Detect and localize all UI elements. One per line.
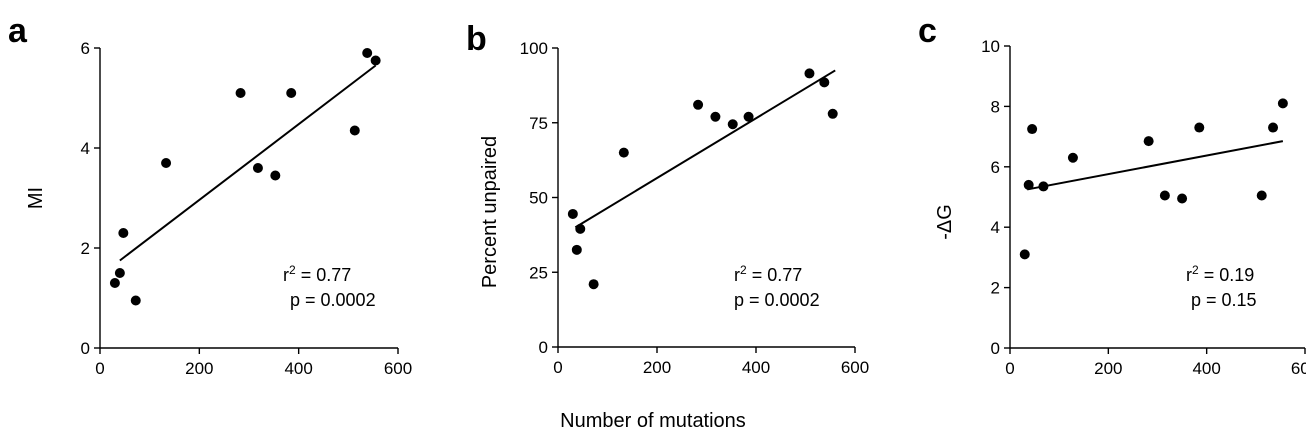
data-point-b (727, 119, 738, 130)
data-point-c (1194, 122, 1205, 133)
y-axis-label-a: MI (25, 187, 47, 209)
data-point-a (118, 228, 129, 238)
y-tick-label-c: 2 (991, 279, 1000, 298)
data-point-a (252, 163, 263, 173)
y-tick-label-c: 8 (991, 97, 1000, 116)
data-point-c (1143, 136, 1154, 147)
x-tick-label-b: 400 (742, 358, 770, 377)
p-value-label-a: p = 0.0002 (290, 290, 376, 310)
data-point-a (235, 88, 246, 98)
r-squared-label-c: r2 = 0.19 (1186, 263, 1254, 285)
y-axis-label-c: -ΔG (934, 204, 956, 240)
data-point-a (114, 268, 125, 278)
panel-a: a MI 0 2 4 6 0 200 400 600 r2 = 0.77 p = 0.0002 (8, 12, 412, 378)
y-axis-label-b: Percent unpaired (479, 136, 501, 288)
y-tick-label-b: 75 (529, 114, 548, 133)
data-point-a (109, 278, 120, 288)
data-point-b (710, 111, 721, 122)
data-point-a (130, 295, 141, 306)
panel-letter-c: c (918, 12, 937, 50)
data-point-c (1027, 124, 1038, 135)
y-tick-label-c: 10 (981, 37, 1000, 56)
data-point-b (571, 244, 582, 255)
x-tick-label-b: 200 (643, 358, 671, 377)
data-point-a (370, 55, 381, 66)
shared-x-axis-label: Number of mutations (560, 410, 746, 432)
x-tick-label-c: 0 (1005, 359, 1014, 378)
data-point-c (1256, 190, 1267, 201)
data-point-a (161, 158, 172, 168)
plot-area-a: 0 2 4 6 0 200 400 600 (81, 39, 413, 378)
y-tick-label-c: 0 (991, 339, 1000, 358)
y-tick-label-b: 50 (529, 189, 548, 208)
data-point-b (743, 111, 754, 122)
data-point-c (1067, 152, 1078, 163)
data-point-b (804, 68, 815, 79)
data-point-a (286, 88, 297, 98)
data-point-b (618, 147, 629, 158)
x-tick-label-b: 600 (841, 358, 869, 377)
x-tick-label-b: 0 (553, 358, 562, 377)
x-tick-label-a: 200 (185, 359, 213, 378)
x-tick-label-a: 400 (284, 359, 312, 378)
x-tick-label-c: 200 (1094, 359, 1122, 378)
p-value-label-c: p = 0.15 (1191, 290, 1257, 310)
data-point-a (270, 170, 281, 181)
data-point-c (1268, 122, 1279, 133)
y-tick-label-b: 0 (539, 338, 548, 357)
r-squared-label-a: r2 = 0.77 (283, 263, 351, 285)
regression-line-a (119, 64, 377, 262)
data-point-a (349, 125, 360, 136)
y-tick-label-a: 4 (81, 139, 90, 158)
data-point-b (588, 279, 599, 290)
panel-c: c -ΔG 0 2 4 6 8 10 0 200 400 600 r2 = 0.19 p = 0.… (918, 12, 1306, 378)
data-point-c (1177, 193, 1188, 204)
data-point-c (1019, 249, 1030, 260)
x-tick-label-c: 400 (1192, 359, 1220, 378)
panel-letter-a: a (8, 12, 28, 50)
data-point-c (1023, 179, 1034, 190)
data-point-b (575, 223, 586, 234)
plot-area-b: 0 25 50 75 100 0 200 400 600 (520, 39, 870, 377)
y-tick-label-c: 4 (991, 218, 1000, 237)
data-point-b (567, 208, 578, 219)
data-point-c (1038, 181, 1049, 192)
x-tick-label-a: 0 (95, 359, 104, 378)
regression-line-b (574, 69, 836, 229)
y-tick-label-a: 0 (81, 339, 90, 358)
data-point-c (1277, 98, 1288, 109)
p-value-label-b: p = 0.0002 (734, 290, 820, 310)
data-point-b (819, 77, 830, 88)
x-tick-label-c: 600 (1291, 359, 1306, 378)
data-point-b (827, 108, 838, 119)
y-tick-label-c: 6 (991, 158, 1000, 177)
regression-line-c (1027, 140, 1284, 191)
x-tick-label-a: 600 (384, 359, 412, 378)
y-tick-label-a: 6 (81, 39, 90, 58)
data-point-c (1159, 190, 1170, 201)
data-point-b (693, 99, 704, 110)
y-tick-label-b: 100 (520, 39, 548, 58)
y-tick-label-b: 25 (529, 263, 548, 282)
plot-area-c: 0 2 4 6 8 10 0 200 400 600 (981, 37, 1306, 378)
r-squared-label-b: r2 = 0.77 (734, 263, 802, 285)
y-tick-label-a: 2 (81, 239, 90, 258)
panel-letter-b: b (466, 20, 487, 58)
data-point-a (362, 48, 373, 58)
